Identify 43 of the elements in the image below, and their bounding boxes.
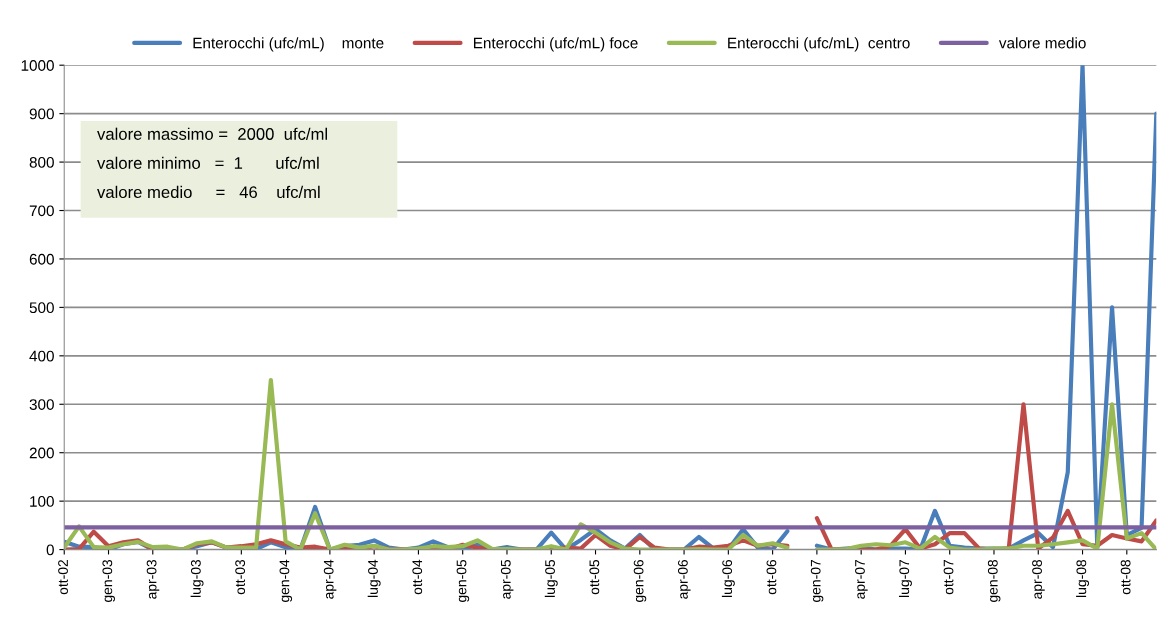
x-tick-label: gen-04 [279,559,293,602]
y-tick-label: 600 [29,253,54,265]
legend-label: Enterocchi (ufc/mL) monte [193,37,384,52]
x-tick-label: lug-07 [898,560,912,597]
x-tick-label: lug-04 [367,559,381,597]
x-tick-label: apr-06 [677,559,691,599]
x-tick-label: ott-02 [58,560,68,595]
x-tick-label: lug-03 [190,559,204,597]
annotation: valore massimo = 2000 ufc/ml [97,127,327,140]
x-tick-label: apr-03 [146,559,160,599]
y-tick-label: 0 [46,544,54,556]
x-tick-label: gen-03 [102,559,115,602]
y-tick-label: 700 [29,205,54,217]
x-tick-label: lug-05 [544,559,558,597]
annotation: valore medio = 46 ufc/ml [97,185,320,199]
y-tick-label: 100 [30,496,54,507]
y-tick-label: 400 [29,350,54,362]
x-tick-label: apr-04 [323,559,337,599]
x-tick-label: ott-04 [412,559,423,595]
x-tick-label: gen-05 [456,559,470,602]
y-tick-label: 300 [29,399,54,410]
x-tick-label: apr-05 [500,559,514,599]
x-tick-label: gen-07 [810,560,824,602]
x-tick-label: apr-07 [855,560,868,599]
x-tick-label: apr-08 [1032,559,1045,599]
x-tick-label: gen-08 [987,559,1001,602]
y-tick-label: 200 [29,447,54,459]
y-tick-label: 900 [29,108,54,120]
annotation: valore minimo = 1 ufc/ml [97,156,319,169]
x-tick-label: ott-07 [943,560,954,595]
legend-label: Enterocchi (ufc/mL) centro [728,37,910,52]
y-tick-label: 1000 [21,60,54,71]
y-tick-label: 800 [29,156,54,168]
x-tick-label: lug-06 [721,559,735,597]
x-tick-label: ott-03 [235,559,246,595]
x-tick-label: ott-06 [766,559,777,595]
x-tick-label: gen-06 [633,559,647,602]
legend-label: valore medio [998,37,1086,49]
x-tick-label: ott-08 [1120,559,1131,595]
y-tick-label: 500 [29,302,54,314]
x-tick-label: lug-08 [1076,559,1089,597]
legend-label: Enterocchi (ufc/mL) foce [473,37,638,52]
x-tick-label: ott-05 [589,559,600,595]
